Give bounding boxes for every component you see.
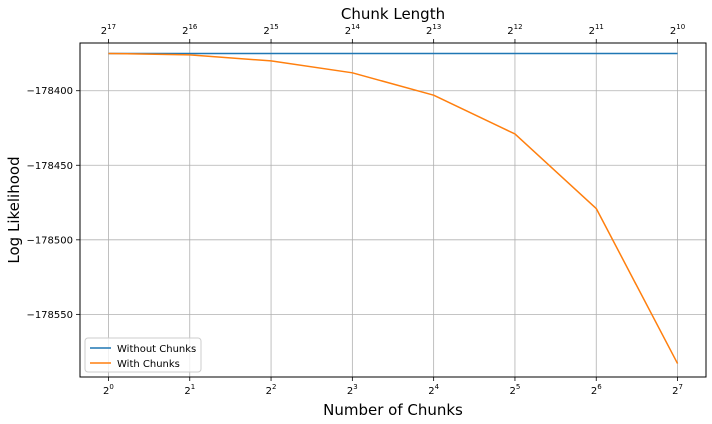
- x-tick-label: 26: [591, 383, 602, 397]
- x-tick-label: 20: [103, 383, 114, 397]
- legend-label-without-chunks: Without Chunks: [117, 344, 196, 355]
- x-tick-label: 27: [672, 383, 683, 397]
- plot-frame: [79, 42, 707, 378]
- y-tick-label: −178400: [26, 86, 73, 97]
- x-tick-label: 21: [184, 383, 195, 397]
- series-lines: [108, 52, 679, 364]
- legend-label-with-chunks: With Chunks: [117, 359, 180, 370]
- top-x-tick-label: 213: [426, 23, 441, 37]
- y-tick-label: −178500: [26, 235, 73, 246]
- top-x-tick-label: 217: [101, 23, 116, 37]
- x-tick-label: 24: [428, 383, 439, 397]
- y-tick-label: −178550: [26, 310, 73, 321]
- legend-box: [84, 337, 202, 373]
- y-axis-title: Log Likelihood: [5, 156, 23, 263]
- x-tick-label: 23: [347, 383, 358, 397]
- top-x-tick-label: 216: [182, 23, 198, 37]
- x-tick-label: 25: [510, 383, 521, 397]
- x-tick-label: 22: [266, 383, 277, 397]
- top-x-tick-label: 215: [263, 23, 278, 37]
- top-x-tick-label: 210: [670, 23, 685, 37]
- legend: Without Chunks With Chunks: [84, 337, 202, 373]
- top-x-axis: 217 216 215 214 213 212 211 210: [101, 23, 685, 43]
- y-axis: −178400 −178450 −178500 −178550: [26, 86, 80, 321]
- bottom-x-axis: 20 21 22 23 24 25 26 27: [103, 377, 683, 397]
- series-line-with-chunks: [108, 52, 679, 364]
- top-x-tick-label: 214: [345, 23, 361, 37]
- y-tick-label: −178450: [26, 161, 73, 172]
- x-axis-title: Number of Chunks: [323, 401, 463, 419]
- top-x-tick-label: 212: [507, 23, 522, 37]
- plot-area: [80, 43, 706, 377]
- top-x-axis-title: Chunk Length: [341, 5, 445, 23]
- top-x-tick-label: 211: [589, 23, 604, 37]
- grid: [80, 43, 706, 377]
